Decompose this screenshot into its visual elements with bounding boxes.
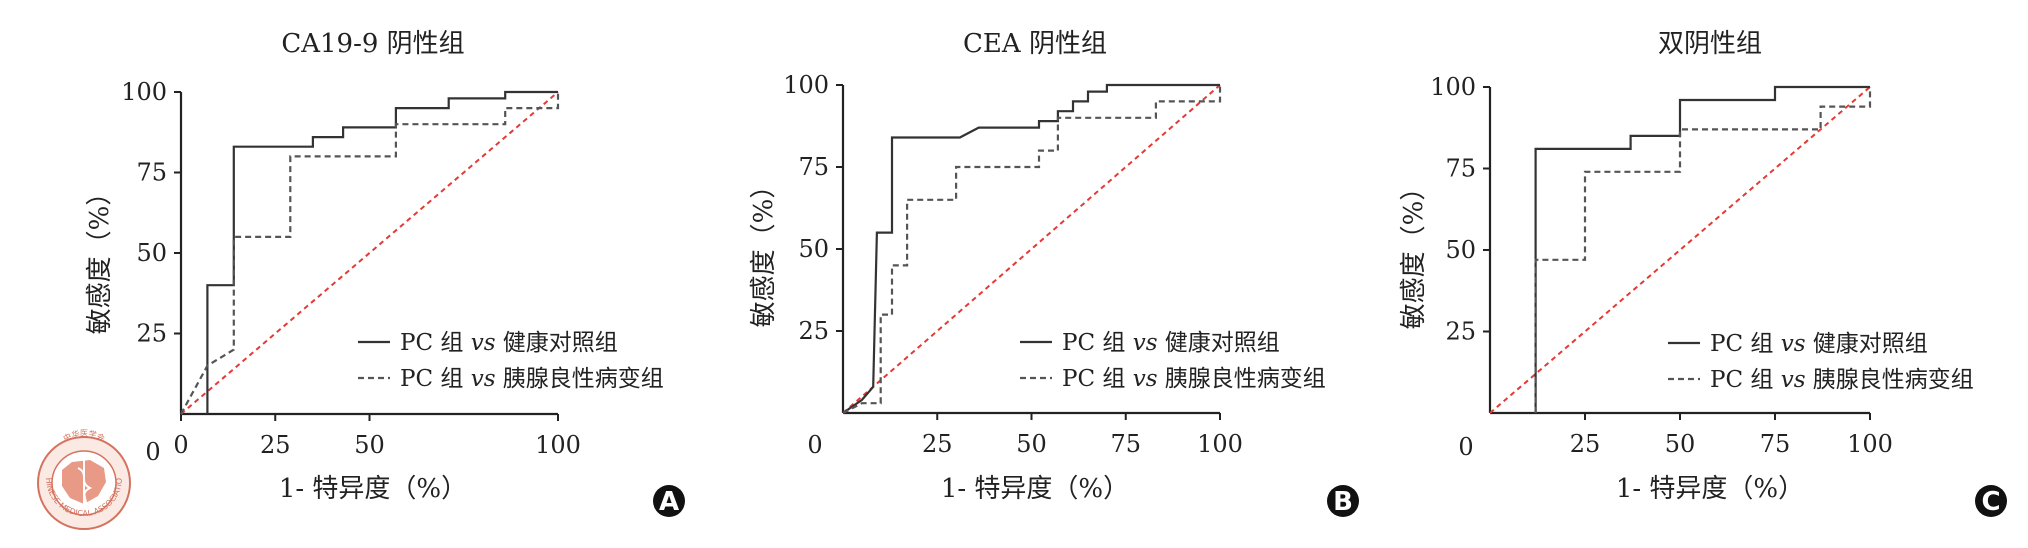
reference-diagonal-line: [1489, 86, 1871, 414]
roc-panel-a: CA19-9 阴性组 25 50 75 100 0 25 50 100 PC 组 vs 健康对照…: [85, 29, 685, 517]
plot-area: 25 50 75 100 25 50 75 100 PC 组 vs 健康对照组 PC 组 vs 胰…: [783, 71, 1326, 458]
x-tick-label: 25: [1570, 430, 1601, 458]
x-tick-label: 50: [354, 431, 385, 459]
y-tick-label: 100: [783, 71, 829, 99]
x-axis-label: 1- 特异度（%）: [941, 474, 1129, 504]
series-line-healthy: [842, 83, 1220, 414]
x-tick-label: 0: [173, 431, 188, 459]
x-tick-label: 25: [260, 431, 291, 459]
badge-circle: [653, 485, 685, 517]
logo-top-text: 中华医学会: [61, 428, 106, 443]
y-tick-label: 50: [1445, 236, 1476, 264]
reference-diagonal-line: [180, 91, 559, 415]
series-line-benign: [842, 85, 1222, 414]
roc-panel-b: CEA 阴性组 25 50 75 100 25 50 75 100 PC 组 vs 健康对照组 P…: [749, 29, 1359, 517]
reference-diagonal-line: [842, 84, 1221, 414]
panel-badge: A: [653, 485, 685, 517]
y-axis-label: 敏感度（%）: [1399, 175, 1429, 330]
series-line-healthy: [206, 90, 558, 414]
y-tick-label: 25: [1445, 318, 1476, 346]
series-line-benign: [1534, 87, 1872, 413]
x-tick-label: 100: [1847, 430, 1893, 458]
badge-letter: B: [1333, 487, 1353, 517]
panel-title: 双阴性组: [1658, 29, 1762, 59]
panel-title: CA19-9 阴性组: [281, 29, 464, 59]
y-tick-label: 75: [1445, 155, 1476, 183]
legend-label: PC 组 vs 胰腺良性病变组: [400, 366, 664, 392]
plot-area: 25 50 75 100 25 50 75 100 PC 组 vs 健康对照组 PC 组 vs 胰…: [1430, 73, 1974, 458]
y-tick-label: 100: [121, 78, 167, 106]
x-tick-label: 75: [1760, 430, 1791, 458]
badge-circle: [1975, 485, 2007, 517]
x-tick-label: 100: [535, 431, 581, 459]
x-origin-label: 0: [145, 438, 160, 466]
legend-label: PC 组 vs 健康对照组: [1710, 331, 1928, 357]
legend-label: PC 组 vs 胰腺良性病变组: [1710, 367, 1974, 393]
y-tick-label: 75: [798, 153, 829, 181]
legend-label: PC 组 vs 健康对照组: [1062, 330, 1280, 356]
badge-letter: A: [659, 487, 679, 517]
x-tick-label: 50: [1665, 430, 1696, 458]
x-tick-label: 100: [1197, 430, 1243, 458]
panel-badge: C: [1975, 485, 2007, 517]
x-axis-label: 1- 特异度（%）: [1616, 474, 1804, 504]
x-tick-label: 25: [922, 430, 953, 458]
y-tick-label: 25: [798, 317, 829, 345]
panel-badge: B: [1327, 485, 1359, 517]
roc-panel-c: 双阴性组 25 50 75 100 25 50 75 100 PC 组 vs 健康对照组 PC 组…: [1399, 29, 2007, 517]
x-axis-label: 1- 特异度（%）: [279, 474, 467, 504]
x-origin-label: 0: [1458, 433, 1473, 461]
x-tick-label: 50: [1016, 430, 1047, 458]
legend-label: PC 组 vs 胰腺良性病变组: [1062, 366, 1326, 392]
x-tick-label: 75: [1110, 430, 1141, 458]
badge-letter: C: [1981, 487, 2000, 517]
y-tick-label: 50: [798, 235, 829, 263]
y-tick-label: 50: [136, 239, 167, 267]
plot-area: 25 50 75 100 0 25 50 100 PC 组 vs 健康对照组 PC 组 vs 胰腺…: [121, 78, 664, 459]
y-axis-label: 敏感度（%）: [85, 180, 115, 335]
y-tick-label: 75: [136, 159, 167, 187]
y-axis-label: 敏感度（%）: [749, 173, 779, 328]
panel-title: CEA 阴性组: [963, 29, 1107, 59]
badge-circle: [1327, 485, 1359, 517]
series-line-benign: [180, 92, 560, 415]
y-tick-label: 100: [1430, 73, 1476, 101]
legend-label: PC 组 vs 健康对照组: [400, 330, 618, 356]
x-origin-label: 0: [807, 431, 822, 459]
y-tick-label: 25: [136, 320, 167, 348]
